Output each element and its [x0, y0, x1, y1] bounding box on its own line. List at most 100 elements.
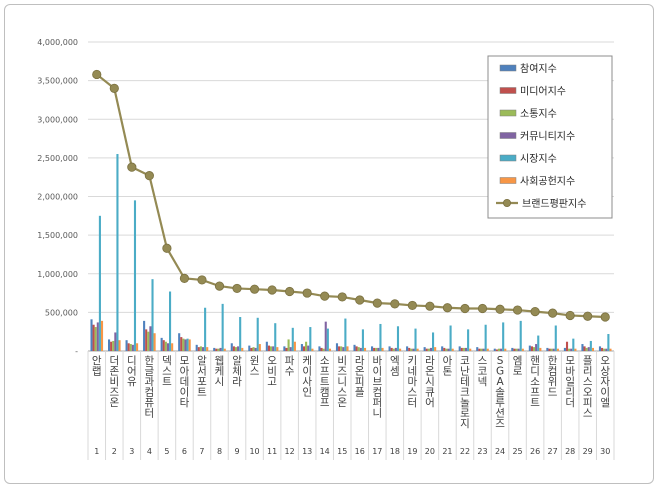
bar [445, 348, 448, 351]
bar [287, 339, 290, 351]
bar [127, 343, 130, 351]
rank-label: 28 [565, 447, 575, 456]
bar [607, 334, 610, 351]
bar [425, 348, 428, 351]
bar [412, 348, 415, 351]
bar [213, 347, 216, 351]
rank-label: 10 [249, 447, 259, 456]
bar [248, 345, 251, 351]
bar [94, 327, 97, 351]
rank-label: 22 [460, 447, 470, 456]
bar [583, 346, 586, 351]
bar [151, 279, 154, 351]
bar [423, 347, 426, 351]
reputation-point [548, 308, 558, 318]
bar [344, 318, 347, 351]
reputation-point [565, 310, 575, 321]
legend-label: 소통지수 [520, 108, 557, 120]
bar [504, 348, 507, 351]
bar [116, 154, 119, 351]
bar [434, 347, 437, 351]
bar [539, 347, 542, 351]
bar [322, 348, 325, 351]
rank-label: 24 [495, 447, 505, 456]
bar [136, 343, 139, 351]
bar [467, 329, 470, 351]
reputation-point [495, 304, 505, 314]
y-tick-label: 1,000,000 [37, 270, 78, 279]
y-tick-label: 500,000 [45, 308, 78, 317]
bar [346, 346, 349, 351]
rank-label: 16 [355, 447, 365, 456]
legend-label: 브랜드평판지수 [522, 198, 586, 210]
bar [160, 337, 163, 351]
bar [550, 348, 553, 351]
legend-swatch [499, 109, 517, 117]
bar [184, 339, 187, 351]
bar [443, 347, 446, 351]
reputation-point [390, 299, 400, 309]
bar [429, 347, 432, 351]
bar [371, 346, 374, 351]
reputation-point [127, 162, 137, 172]
bar [353, 344, 356, 351]
bar [563, 347, 566, 351]
legend-swatch [499, 154, 517, 162]
rank-label: 2 [112, 447, 117, 456]
bar [324, 321, 327, 351]
bar [162, 340, 165, 351]
legend-swatch [499, 177, 517, 184]
legend-swatch [499, 87, 517, 94]
reputation-point [267, 285, 277, 295]
bar [98, 215, 101, 351]
reputation-point [372, 298, 382, 308]
reputation-point [162, 243, 172, 253]
bar [289, 347, 292, 351]
bar [143, 320, 146, 351]
bar [178, 333, 181, 351]
y-tick-label: - [75, 347, 78, 356]
bar [221, 303, 224, 351]
y-tick-label: 4,000,000 [37, 38, 78, 47]
rank-label: 11 [267, 447, 277, 456]
bar [375, 347, 378, 351]
reputation-point [92, 69, 102, 80]
bar [239, 317, 242, 351]
bar [392, 348, 395, 351]
series-2 [92, 324, 604, 351]
rank-label: 4 [147, 447, 152, 456]
bar [605, 348, 608, 351]
rank-label: 7 [199, 447, 204, 456]
y-tick-label: 2,500,000 [37, 154, 78, 163]
bar [530, 346, 533, 351]
bar [223, 348, 226, 351]
rank-label: 21 [442, 447, 452, 456]
legend-label: 사회공헌지수 [520, 176, 575, 188]
bar [318, 346, 321, 351]
bar [537, 335, 540, 351]
bar [458, 346, 461, 351]
bar [533, 347, 536, 351]
bar [476, 347, 479, 351]
legend-swatch [499, 64, 517, 72]
bar [133, 200, 137, 351]
bar [230, 343, 233, 351]
rank-label: 27 [548, 447, 558, 456]
bar [182, 338, 185, 351]
bar [609, 348, 612, 351]
bar [90, 319, 93, 351]
rank-label: 3 [129, 447, 134, 456]
bar [486, 348, 489, 351]
bar [241, 347, 244, 351]
bar [482, 348, 485, 351]
bar [361, 329, 364, 351]
bar [464, 347, 468, 351]
rank-label: 26 [530, 447, 540, 456]
series-3 [94, 327, 606, 351]
